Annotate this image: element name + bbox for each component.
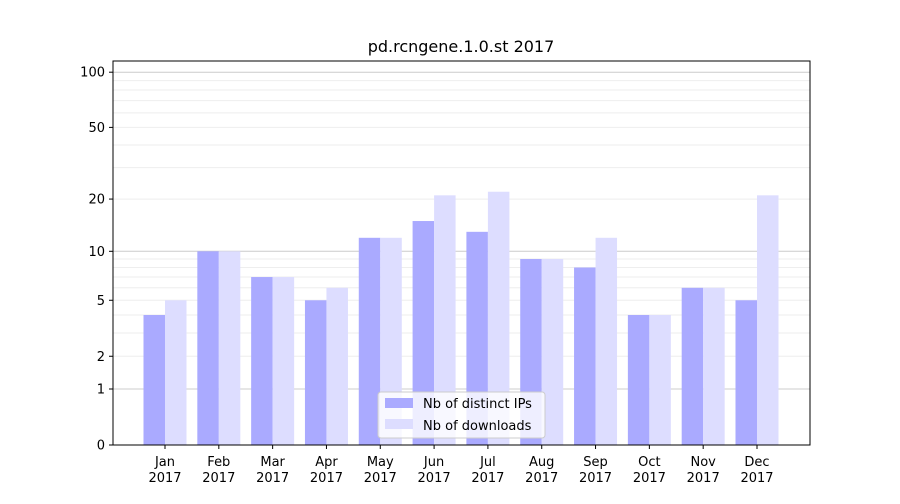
x-tick-label: Dec 2017 [740,455,773,486]
bar-distinct-ips [574,267,596,445]
bar-distinct-ips [143,314,165,445]
legend-label-downloads: Nb of downloads [423,419,532,434]
bar-distinct-ips [251,277,273,445]
y-tick-label: 2 [97,350,105,365]
x-tick-label: Nov 2017 [687,455,720,486]
bar-downloads [434,195,456,445]
bar-downloads [326,287,348,445]
x-tick-label: Jul 2017 [471,455,504,486]
legend-box [377,391,546,439]
x-tick-label: Oct 2017 [633,455,666,486]
y-tick-label: 0 [97,439,105,454]
x-tick-label: Jan 2017 [148,455,181,486]
y-tick-label: 10 [88,245,105,260]
bar-downloads [487,191,510,445]
x-tick-label: Apr 2017 [310,455,343,486]
x-axis: Jan 2017 Feb 2017 Mar 2017 Apr 2017 May 2017 Jun 20… [148,445,774,486]
bar-distinct-ips [197,251,219,445]
x-tick-label: May 2017 [364,455,397,486]
bar-distinct-ips [358,237,381,445]
plot-frame [112,60,811,446]
x-tick-label: Feb 2017 [202,455,235,486]
bar-distinct-ips [681,287,704,445]
bar-distinct-ips [412,221,435,445]
bar-distinct-ips [627,314,650,445]
y-axis: 0 1 2 5 10 20 50 100 [80,66,113,454]
bar-downloads [165,300,187,445]
y-tick-label: 50 [88,121,105,136]
bar-downloads [649,314,671,445]
x-tick-label: Aug 2017 [525,455,558,486]
bar-downloads [218,251,241,445]
legend-swatch-ips [385,398,413,408]
bar-downloads [703,287,725,445]
y-tick-label: 1 [97,383,105,398]
legend-label-ips: Nb of distinct IPs [423,397,532,412]
y-tick-label: 5 [97,294,105,309]
bar-distinct-ips [735,300,757,445]
x-tick-label: Jun 2017 [418,455,451,486]
bar-downloads [541,259,564,445]
bars [143,191,779,445]
x-tick-label: Mar 2017 [256,455,289,486]
bar-downloads [757,195,779,445]
bar-distinct-ips [304,300,327,445]
x-tick-label: Sep 2017 [579,455,612,486]
y-tick-label: 20 [88,193,105,208]
legend: Nb of distinct IPs Nb of downloads [377,391,546,439]
y-tick-label: 100 [80,66,105,81]
bar-downloads [595,237,618,445]
legend-swatch-downloads [385,419,413,429]
chart-title: pd.rcngene.1.0.st 2017 [368,37,555,56]
bar-downloads [272,277,295,445]
